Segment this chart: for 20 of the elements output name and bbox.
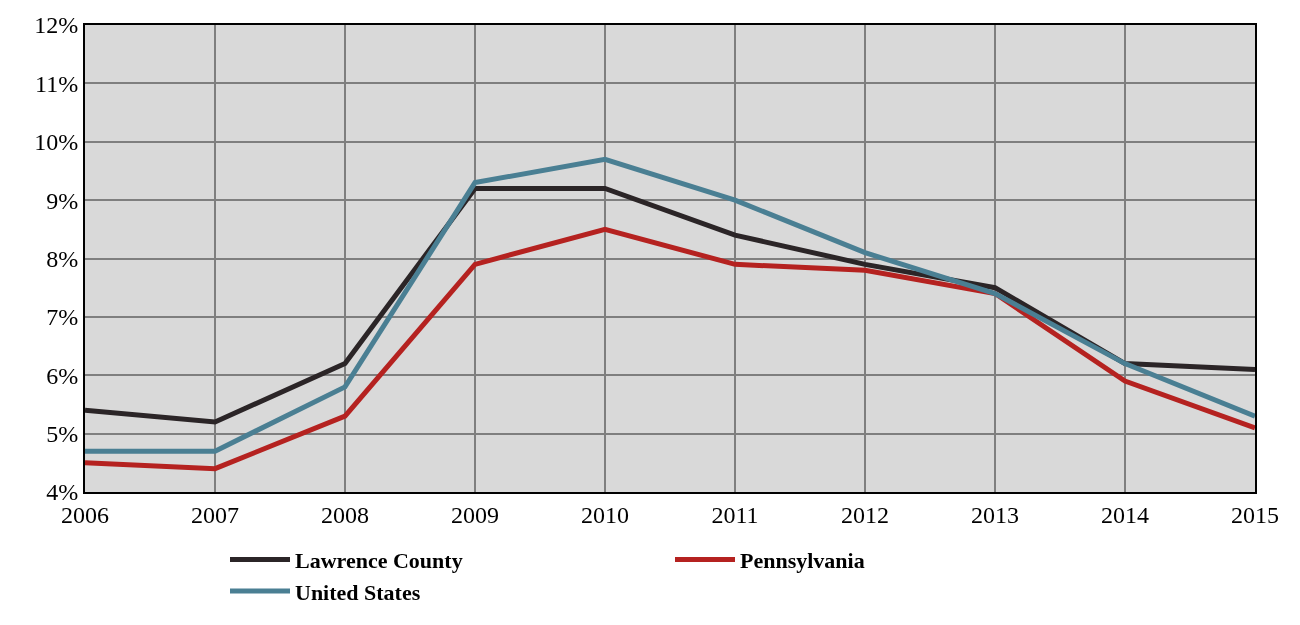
- y-tick-label: 6%: [46, 362, 79, 389]
- y-tick-label: 5%: [46, 421, 79, 448]
- x-tick-label: 2007: [191, 501, 239, 528]
- x-tick-label: 2008: [321, 501, 369, 528]
- y-tick-label: 10%: [34, 129, 79, 156]
- x-tick-label: 2009: [451, 501, 499, 528]
- y-tick-label: 7%: [46, 304, 79, 331]
- legend-label: Pennsylvania: [740, 548, 865, 574]
- x-tick-label: 2012: [841, 501, 889, 528]
- x-tick-label: 2015: [1231, 501, 1279, 528]
- x-tick-label: 2010: [581, 501, 629, 528]
- x-tick-label: 2011: [711, 501, 759, 528]
- y-tick-label: 9%: [46, 187, 79, 214]
- y-tick-label: 11%: [35, 70, 79, 97]
- y-tick-label: 8%: [46, 245, 79, 272]
- legend-label: United States: [295, 579, 421, 605]
- legend-label: Lawrence County: [295, 548, 463, 574]
- x-tick-label: 2014: [1101, 501, 1149, 528]
- x-tick-label: 2013: [971, 501, 1019, 528]
- y-tick-label: 12%: [34, 12, 79, 39]
